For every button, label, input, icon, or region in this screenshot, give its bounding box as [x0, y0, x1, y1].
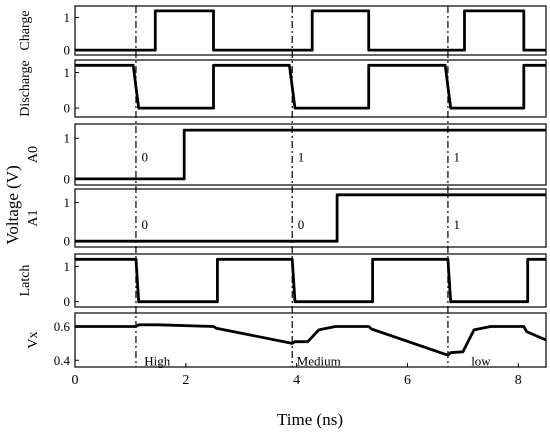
annotation-label: 1: [453, 150, 460, 165]
x-tick-label: 8: [515, 373, 522, 388]
y-tick-label: 0.4: [54, 353, 71, 368]
panel-a1: 0 1 A1 0 0 1: [26, 188, 547, 249]
annotation-label: 0: [141, 217, 148, 232]
signal-trace: [75, 9, 546, 52]
panel-name: Vx: [26, 331, 41, 348]
annotation-label: Medium: [297, 353, 341, 368]
signal-trace: [75, 257, 546, 304]
panel-vx: 0.4 0.6 Vx High Medium low: [26, 312, 547, 368]
y-tick-label: 1: [64, 131, 71, 146]
annotation-label: High: [144, 353, 171, 368]
x-tick-label: 2: [182, 373, 189, 388]
annotation-label: 0: [141, 150, 148, 165]
panel-frame: [74, 5, 547, 56]
y-tick-label: 1: [64, 10, 71, 25]
panel-discharge: 0 1 Discharge: [18, 59, 547, 118]
panel-latch: 0 1 Latch: [18, 253, 547, 309]
signal-trace: [75, 63, 546, 110]
panel-frame: [74, 253, 547, 308]
annotation-label: 1: [298, 150, 305, 165]
annotation-label: 1: [453, 217, 460, 232]
panel-name: A0: [26, 146, 41, 163]
y-tick-label: 1: [64, 195, 71, 210]
y-tick-label: 0: [64, 234, 71, 249]
y-tick-label: 0: [64, 171, 71, 186]
panel-name: Charge: [18, 10, 33, 50]
annotation-label: low: [471, 353, 491, 368]
x-axis: 0 2 4 6 8: [72, 363, 522, 388]
signal-trace: [75, 193, 546, 243]
panel-frame: [74, 188, 547, 248]
y-tick-label: 0: [64, 294, 71, 309]
x-tick-label: 6: [404, 373, 411, 388]
panel-name: Latch: [18, 265, 33, 297]
signal-trace: [75, 323, 547, 357]
panel-charge: 0 1 Charge: [18, 5, 547, 58]
panel-a0: 0 1 A0 0 1 1: [26, 123, 547, 186]
y-axis-label: Voltage (V): [3, 165, 22, 244]
x-tick-label: 4: [293, 373, 300, 388]
x-axis-label: Time (ns): [277, 410, 343, 429]
y-tick-label: 0: [64, 43, 71, 58]
y-tick-label: 1: [64, 259, 71, 274]
panel-frame: [74, 123, 547, 186]
panel-name: Discharge: [18, 60, 33, 117]
panel-frame: [74, 59, 547, 118]
y-tick-label: 0.6: [54, 319, 71, 334]
annotation-label: 0: [298, 217, 305, 232]
x-tick-label: 0: [72, 373, 79, 388]
panel-name: A1: [26, 209, 41, 226]
panels-group: 0 1 Charge 0 1 Discharge 0 1 A0 0 1 1 0 1 A1 0 0 1 0 1 Latch…: [18, 5, 547, 368]
y-tick-label: 0: [64, 101, 71, 116]
signal-trace: [75, 128, 546, 181]
y-tick-label: 1: [64, 65, 71, 80]
